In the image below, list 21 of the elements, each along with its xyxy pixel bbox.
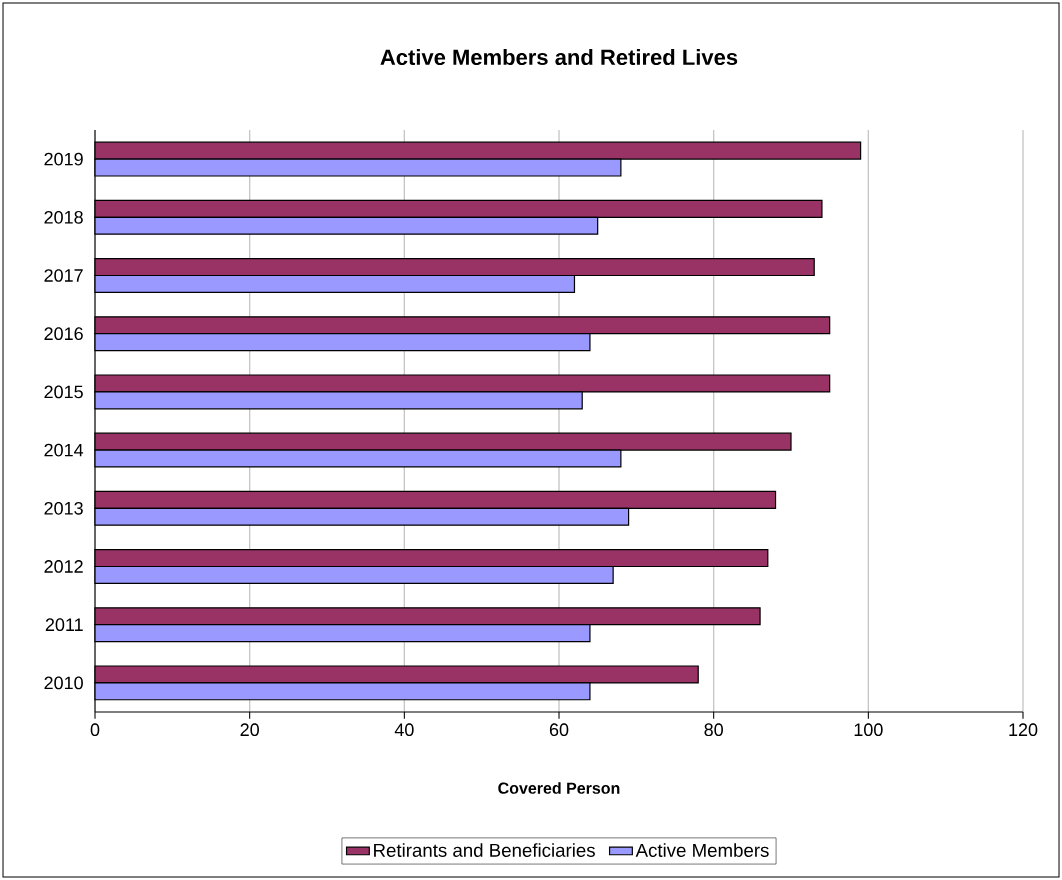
x-tick-label: 120 — [1009, 723, 1038, 737]
y-tick-label: 2018 — [44, 210, 83, 224]
x-axis-title: Covered Person — [498, 782, 620, 794]
legend-label: Retirants and Beneficiaries — [374, 843, 595, 857]
y-tick-label: 2016 — [44, 327, 83, 341]
y-tick-label: 2019 — [44, 152, 83, 166]
x-tick-label: 0 — [90, 723, 100, 737]
y-tick-label: 2014 — [44, 443, 84, 457]
legend-label: Active Members — [635, 843, 769, 857]
y-tick-label: 2017 — [44, 269, 83, 282]
chart-title: Active Members and Retired Lives — [380, 48, 738, 66]
x-tick-label: 80 — [704, 723, 723, 737]
x-tick-label: 60 — [549, 723, 569, 737]
y-tick-label: 2012 — [44, 560, 83, 573]
x-tick-label: 20 — [240, 723, 259, 737]
y-tick-label: 2015 — [44, 385, 83, 399]
y-tick-label: 2013 — [44, 501, 83, 515]
x-tick-label: 100 — [854, 723, 883, 737]
y-tick-label: 2011 — [45, 618, 83, 632]
y-tick-label: 2010 — [44, 676, 83, 690]
x-tick-label: 40 — [394, 723, 414, 737]
